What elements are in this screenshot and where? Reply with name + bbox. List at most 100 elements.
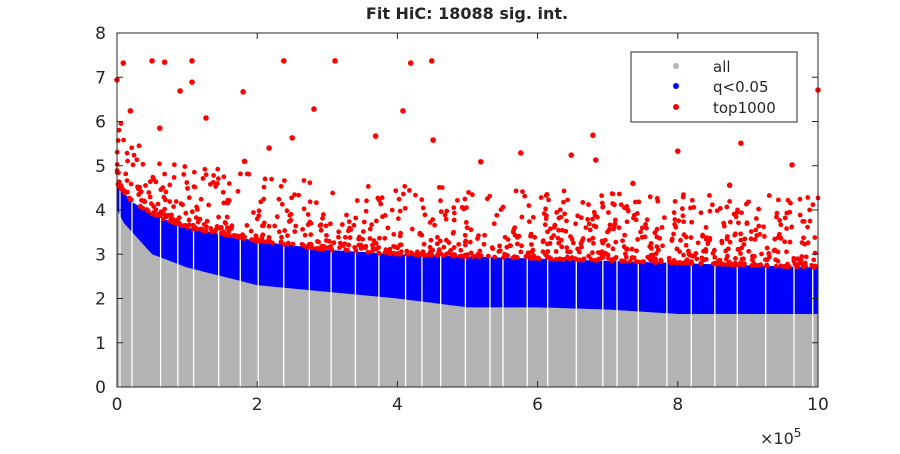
data-point (491, 221, 497, 227)
data-point (171, 175, 177, 180)
data-point (464, 225, 470, 231)
data-point (174, 217, 180, 223)
data-point (263, 239, 269, 245)
data-point (497, 243, 503, 249)
data-point (497, 248, 503, 254)
data-point (485, 253, 491, 259)
data-point (543, 193, 549, 198)
data-point (321, 246, 327, 252)
data-point (134, 157, 140, 163)
data-point (778, 222, 784, 228)
data-point (799, 240, 805, 245)
data-point (565, 197, 571, 203)
data-point (244, 171, 250, 177)
data-point (466, 189, 471, 195)
data-point (164, 214, 170, 219)
data-point (260, 232, 266, 238)
data-point (616, 191, 622, 197)
data-point (610, 257, 616, 262)
data-point (138, 189, 144, 194)
data-point (811, 257, 817, 263)
data-point (612, 223, 617, 229)
data-point (738, 237, 744, 243)
data-point (346, 219, 352, 225)
data-point (586, 221, 592, 227)
data-point (186, 217, 192, 223)
data-point (523, 253, 529, 259)
data-point (301, 178, 307, 183)
data-point (714, 261, 720, 267)
data-point-outlier (407, 60, 414, 66)
data-point (463, 220, 469, 225)
data-point (613, 239, 619, 245)
data-point (123, 171, 129, 177)
data-point (520, 189, 525, 195)
data-point (688, 205, 693, 211)
data-point (547, 241, 553, 246)
data-point-outlier (630, 180, 636, 187)
data-point (526, 203, 532, 209)
data-point (514, 241, 520, 247)
data-point (727, 199, 733, 204)
data-point (256, 208, 262, 214)
data-point (525, 250, 531, 256)
data-point (492, 254, 498, 260)
data-point (467, 239, 473, 245)
data-point (130, 162, 136, 168)
data-point (215, 166, 221, 172)
data-point (434, 253, 440, 258)
data-point (799, 254, 805, 259)
data-point (599, 249, 605, 255)
data-point (504, 244, 510, 250)
data-point (436, 184, 442, 190)
data-point (397, 233, 403, 239)
data-point (578, 215, 584, 221)
data-point (224, 214, 230, 220)
data-point (541, 211, 547, 217)
data-point (548, 256, 554, 262)
data-point (129, 145, 135, 151)
data-point (712, 254, 718, 260)
data-point (331, 240, 337, 246)
data-point (513, 188, 519, 194)
y-tick-label: 4 (95, 201, 106, 221)
data-point-outlier (311, 106, 317, 112)
data-point (171, 162, 177, 168)
data-point (216, 214, 221, 220)
data-point (330, 190, 336, 196)
data-point (666, 258, 672, 264)
data-point (775, 258, 781, 264)
data-point (559, 244, 565, 250)
data-point (535, 255, 540, 261)
data-point (643, 221, 648, 227)
data-point (652, 259, 657, 265)
data-point (203, 172, 209, 178)
data-point (281, 178, 287, 184)
data-point (434, 241, 440, 247)
data-point (724, 204, 730, 210)
data-point (468, 227, 474, 233)
legend: all q<0.05 top1000 (630, 51, 798, 123)
data-point (784, 226, 789, 231)
data-point (586, 237, 592, 243)
data-point (689, 219, 695, 225)
data-point (741, 256, 746, 262)
data-point (568, 234, 573, 239)
data-point (698, 260, 704, 266)
data-point (221, 174, 227, 180)
data-point (672, 199, 678, 204)
data-point (752, 254, 757, 259)
data-point (314, 245, 320, 251)
data-point (282, 228, 288, 233)
data-point (379, 195, 385, 201)
series-q005-points (117, 183, 818, 314)
data-point (244, 223, 250, 228)
data-point (193, 215, 199, 221)
data-point (235, 188, 241, 194)
data-point (753, 216, 759, 221)
data-point (363, 208, 369, 214)
data-point (610, 201, 616, 206)
data-point (342, 234, 348, 240)
data-point (812, 235, 818, 240)
data-point (671, 210, 677, 215)
